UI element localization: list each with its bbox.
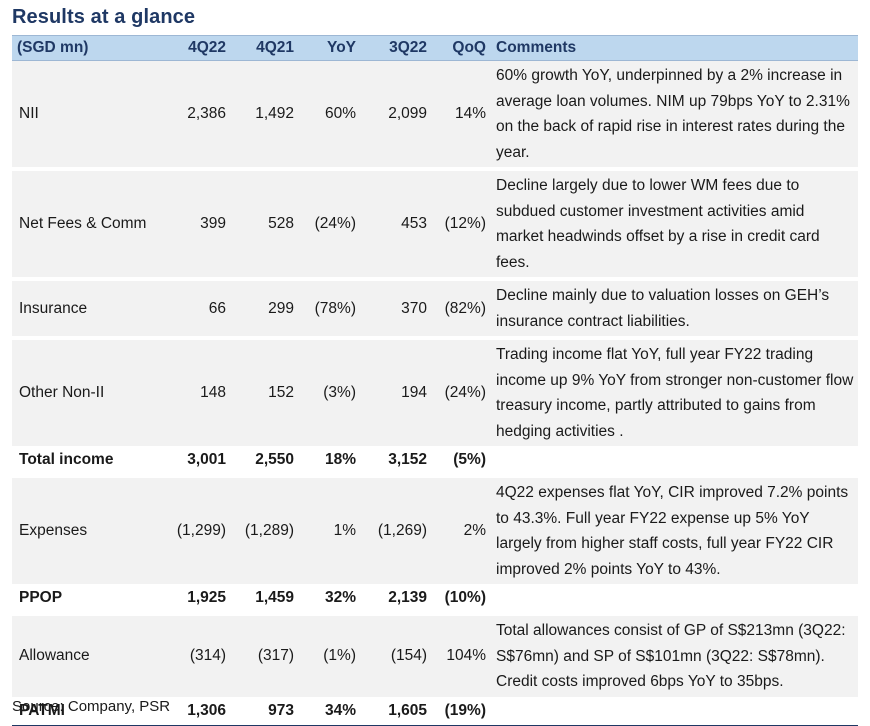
cell-3q22: 370 — [361, 281, 432, 336]
cell-4q21: (1,289) — [231, 478, 299, 584]
cell-4q22: 66 — [157, 281, 231, 336]
header-comments: Comments — [491, 35, 858, 61]
cell-yoy: 32% — [324, 589, 356, 606]
cell-4q22: 148 — [157, 340, 231, 446]
row-label: PPOP — [19, 589, 63, 606]
row-label: Total income — [19, 451, 114, 468]
row-spacer — [12, 474, 858, 478]
results-table: (SGD mn) 4Q22 4Q21 YoY 3Q22 QoQ Comments… — [12, 35, 858, 726]
cell-yoy: (24%) — [299, 171, 361, 277]
cell-comment: Decline mainly due to valuation losses o… — [491, 281, 858, 336]
cell-4q22: 2,386 — [157, 60, 231, 167]
cell-4q22: 3,001 — [187, 451, 226, 468]
cell-qoq: (5%) — [453, 451, 486, 468]
cell-4q22: (314) — [157, 616, 231, 697]
table-row-total-income: Total income 3,001 2,550 18% 3,152 (5%) — [12, 446, 858, 474]
cell-qoq: (10%) — [444, 589, 486, 606]
cell-comment: Decline largely due to lower WM fees due… — [491, 171, 858, 277]
header-unit: (SGD mn) — [12, 35, 157, 61]
cell-yoy: 34% — [299, 696, 361, 726]
cell-4q21: 1,459 — [255, 589, 294, 606]
cell-4q21: 1,492 — [231, 60, 299, 167]
header-4q22: 4Q22 — [157, 35, 231, 61]
cell-yoy: 60% — [299, 60, 361, 167]
cell-comment: Total allowances consist of GP of S$213m… — [491, 616, 858, 697]
cell-qoq: (24%) — [432, 340, 491, 446]
table-row: Allowance (314) (317) (1%) (154) 104% To… — [12, 616, 858, 697]
cell-4q21: 299 — [231, 281, 299, 336]
cell-3q22: 1,605 — [361, 696, 432, 726]
cell-3q22: (1,269) — [361, 478, 432, 584]
cell-4q22: 399 — [157, 171, 231, 277]
cell-comment: 60% growth YoY, underpinned by a 2% incr… — [491, 60, 858, 167]
row-label: PATMI — [12, 696, 157, 726]
cell-3q22: 3,152 — [388, 451, 427, 468]
row-spacer — [12, 612, 858, 616]
table-row-ppop: PPOP 1,925 1,459 32% 2,139 (10%) — [12, 584, 858, 612]
cell-qoq: (12%) — [432, 171, 491, 277]
cell-qoq: 14% — [432, 60, 491, 167]
table-row: Expenses (1,299) (1,289) 1% (1,269) 2% 4… — [12, 478, 858, 584]
cell-qoq: (19%) — [432, 696, 491, 726]
header-4q21: 4Q21 — [231, 35, 299, 61]
cell-yoy: (78%) — [299, 281, 361, 336]
cell-qoq: 104% — [432, 616, 491, 697]
cell-3q22: (154) — [361, 616, 432, 697]
row-spacer — [12, 277, 858, 281]
table-row: Insurance 66 299 (78%) 370 (82%) Decline… — [12, 281, 858, 336]
cell-4q21: 973 — [231, 696, 299, 726]
cell-4q22: 1,925 — [187, 589, 226, 606]
cell-4q21: 152 — [231, 340, 299, 446]
cell-3q22: 194 — [361, 340, 432, 446]
header-yoy: YoY — [299, 35, 361, 61]
cell-4q21: (317) — [231, 616, 299, 697]
table-row-patmi: PATMI 1,306 973 34% 1,605 (19%) — [12, 696, 858, 726]
table-row: Net Fees & Comm 399 528 (24%) 453 (12%) … — [12, 171, 858, 277]
header-qoq: QoQ — [432, 35, 491, 61]
cell-3q22: 453 — [361, 171, 432, 277]
source-note: Source: Company, PSR — [12, 698, 171, 715]
row-spacer — [12, 167, 858, 171]
row-label: Expenses — [12, 478, 157, 584]
cell-comment — [491, 696, 858, 726]
cell-comment: Trading income flat YoY, full year FY22 … — [491, 340, 858, 446]
cell-yoy: 18% — [324, 451, 356, 468]
cell-comment — [491, 584, 858, 612]
row-label: Net Fees & Comm — [12, 171, 157, 277]
cell-qoq: 2% — [432, 478, 491, 584]
row-label: Other Non-II — [12, 340, 157, 446]
row-label: NII — [12, 60, 157, 167]
header-3q22: 3Q22 — [361, 35, 432, 61]
cell-4q21: 528 — [231, 171, 299, 277]
cell-comment — [491, 446, 858, 474]
cell-4q21: 2,550 — [255, 451, 294, 468]
header-row: (SGD mn) 4Q22 4Q21 YoY 3Q22 QoQ Comments — [12, 35, 858, 61]
table-row: NII 2,386 1,492 60% 2,099 14% 60% growth… — [12, 60, 858, 167]
row-spacer — [12, 336, 858, 340]
cell-comment: 4Q22 expenses flat YoY, CIR improved 7.2… — [491, 478, 858, 584]
cell-yoy: 1% — [299, 478, 361, 584]
cell-yoy: (3%) — [299, 340, 361, 446]
cell-4q22: 1,306 — [157, 696, 231, 726]
row-label: Allowance — [12, 616, 157, 697]
cell-yoy: (1%) — [299, 616, 361, 697]
page-title: Results at a glance — [12, 6, 196, 28]
table-row: Other Non-II 148 152 (3%) 194 (24%) Trad… — [12, 340, 858, 446]
cell-3q22: 2,139 — [388, 589, 427, 606]
cell-3q22: 2,099 — [361, 60, 432, 167]
cell-qoq: (82%) — [432, 281, 491, 336]
cell-4q22: (1,299) — [157, 478, 231, 584]
row-label: Insurance — [12, 281, 157, 336]
